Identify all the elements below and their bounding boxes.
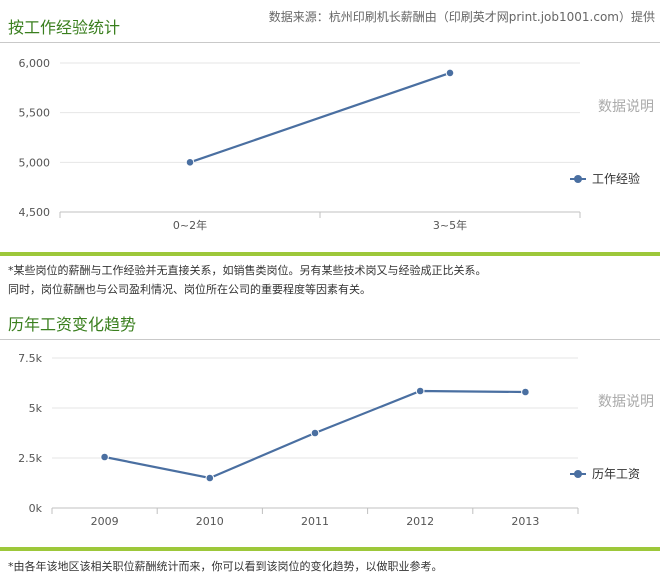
chart2-title: 历年工资变化趋势 <box>8 315 137 334</box>
chart2-xtick-label: 2013 <box>511 515 539 528</box>
chart2-data-point <box>205 473 215 483</box>
chart2-data-point <box>415 386 425 396</box>
chart1-ytick-label: 5,500 <box>19 107 51 120</box>
data-source-text: 数据来源：杭州印刷机长薪酬由（印刷英才网print.job1001.com）提供 <box>268 10 655 24</box>
chart2-ytick-label: 2.5k <box>18 452 42 465</box>
chart2-xtick-label: 2009 <box>91 515 119 528</box>
chart2-ytick-label: 7.5k <box>18 352 42 365</box>
chart2-annotation: 数据说明 <box>598 394 654 410</box>
chart1-ytick-label: 6,000 <box>19 57 51 70</box>
chart2-xtick-label: 2011 <box>301 515 329 528</box>
chart2-ytick-label: 5k <box>29 402 43 415</box>
chart1-note-line-2: 同时，岗位薪酬也与公司盈利情况、岗位所在公司的重要程度等因素有关。 <box>8 283 371 296</box>
chart1-accent-bar <box>0 252 660 256</box>
chart2-legend-label: 历年工资 <box>592 467 640 481</box>
chart1-xtick-label: 0~2年 <box>173 218 207 232</box>
chart1-xtick-label: 3~5年 <box>433 218 467 232</box>
chart1-annotation: 数据说明 <box>598 99 654 115</box>
chart2-data-point <box>100 452 109 462</box>
chart1-legend-label: 工作经验 <box>592 171 640 186</box>
chart2-accent-bar <box>0 547 660 551</box>
chart1-data-point <box>185 158 195 167</box>
chart2-ytick-label: 0k <box>29 502 43 515</box>
chart2-xtick-label: 2012 <box>406 515 434 528</box>
chart2-legend-marker <box>574 470 582 478</box>
chart1-series-line <box>189 71 451 164</box>
chart1-title: 按工作经验统计 <box>8 18 121 37</box>
chart1-ytick-label: 4,500 <box>19 206 51 219</box>
chart2-note-line-1: *由各年该地区该相关职位薪酬统计而来，你可以看到该岗位的变化趋势，以做职业参考。 <box>8 560 443 573</box>
chart2-xtick-label: 2010 <box>196 515 224 528</box>
chart1-note-line-1: *某些岗位的薪酬与工作经验并无直接关系，如销售类岗位。另有某些技术岗又与经验成正… <box>8 264 487 277</box>
chart2-data-point <box>521 387 530 397</box>
chart1-top-rule <box>0 42 660 43</box>
chart2-data-point <box>310 428 320 438</box>
chart1-data-point <box>445 68 455 78</box>
chart1-ytick-label: 5,000 <box>19 156 51 169</box>
chart2-top-rule <box>0 339 660 340</box>
chart1-legend-marker <box>574 175 582 183</box>
